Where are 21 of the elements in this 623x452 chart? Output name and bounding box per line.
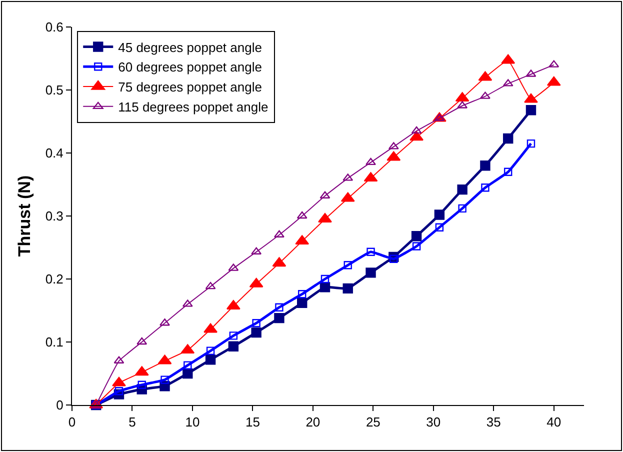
- y-tick-label: 0: [56, 398, 64, 413]
- x-tick-label: 10: [185, 414, 200, 430]
- legend-label: 115 degrees poppet angle: [118, 100, 268, 114]
- x-tick-label: 20: [306, 414, 320, 430]
- x-tick-label: 30: [426, 414, 441, 430]
- x-tick-label: 0: [68, 414, 76, 430]
- x-tick-label: 40: [546, 414, 562, 430]
- x-tick-label: 25: [366, 414, 380, 430]
- y-tick-label: 0.2: [45, 272, 64, 287]
- y-axis-title: Thrust (N): [14, 175, 34, 257]
- y-tick-label: 0.5: [45, 82, 64, 98]
- x-tick-label: 35: [486, 414, 501, 430]
- y-tick-label: 0.4: [45, 146, 64, 161]
- y-tick-label: 0.3: [45, 208, 64, 224]
- y-tick-label: 0.1: [45, 334, 64, 350]
- x-tick-label: 5: [128, 414, 136, 430]
- legend-label: 60 degrees poppet angle: [118, 60, 262, 75]
- legend-label: 75 degrees poppet angle: [118, 80, 262, 95]
- x-tick-label: 15: [245, 414, 260, 430]
- y-tick-label: 0.6: [45, 20, 64, 35]
- legend-label: 45 degrees poppet angle: [118, 40, 262, 55]
